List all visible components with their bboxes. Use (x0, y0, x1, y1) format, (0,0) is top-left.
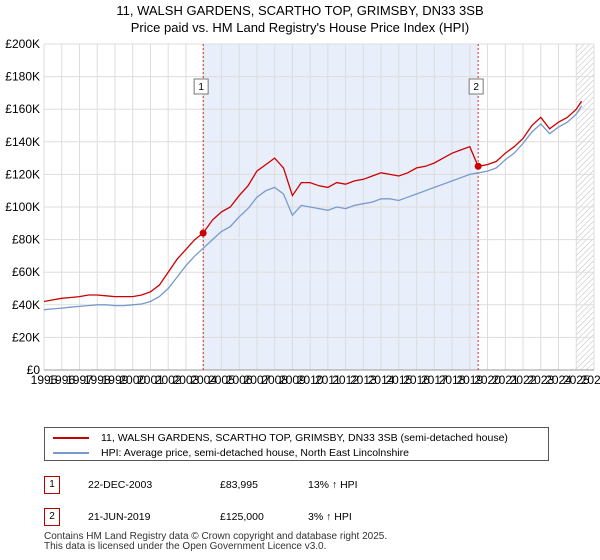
x-tick-label: 2012 (332, 373, 359, 387)
y-tick-label: £180K (5, 70, 40, 84)
y-tick-label: £40K (12, 298, 40, 312)
x-tick-label: 2002 (155, 373, 182, 387)
sale-2-marker: 2 (468, 78, 484, 95)
y-tick-label: £60K (12, 265, 40, 279)
chart-title-line-2: Price paid vs. HM Land Registry's House … (130, 20, 470, 35)
x-tick-label: 2008 (261, 373, 288, 387)
sale-2-point (474, 162, 482, 170)
property-series-line (43, 100, 583, 303)
x-tick-label: 2010 (297, 373, 324, 387)
sale-1-marker-label: 1 (198, 82, 204, 93)
x-tick-label: 2018 (439, 373, 466, 387)
footer-licence: This data is licensed under the Open Gov… (44, 541, 327, 552)
legend-item-property: 11, WALSH GARDENS, SCARTHO TOP, GRIMSBY,… (53, 430, 508, 445)
sale-number-badge: 2 (44, 508, 60, 526)
sale-2-marker-label: 2 (473, 82, 479, 93)
x-tick-label: 1996 (48, 373, 75, 387)
sale-row: 1 22-DEC-2003 £83,995 13% ↑ HPI (44, 476, 564, 500)
x-tick-label: 2005 (208, 373, 235, 387)
footer-copyright: Contains HM Land Registry data © Crown c… (44, 531, 388, 542)
x-tick-label: 1997 (66, 373, 93, 387)
sale-1-point (199, 229, 207, 237)
legend-item-hpi: HPI: Average price, semi-detached house,… (53, 445, 409, 460)
x-tick-label: 2015 (385, 373, 412, 387)
sale-number-badge: 1 (44, 476, 60, 494)
y-tick-label: £160K (5, 102, 40, 116)
sale-price: £83,995 (220, 479, 258, 491)
y-tick-label: £140K (5, 135, 40, 149)
legend-label-property: 11, WALSH GARDENS, SCARTHO TOP, GRIMSBY,… (101, 431, 508, 444)
x-tick-label: 2017 (421, 373, 448, 387)
y-tick-label: £200K (5, 37, 40, 51)
x-tick-label: 2003 (173, 373, 200, 387)
legend-swatch-property (53, 436, 89, 439)
x-tick-label: 2000 (119, 373, 146, 387)
x-tick-label: 2013 (350, 373, 377, 387)
x-tick-label: 2009 (279, 373, 306, 387)
x-tick-label: 2021 (492, 373, 519, 387)
sale-hpi-diff: 3% ↑ HPI (308, 511, 352, 523)
x-tick-label: 2001 (137, 373, 164, 387)
y-tick-label: £20K (12, 330, 40, 344)
hpi-series-line (43, 105, 583, 311)
sale-date: 22-DEC-2003 (88, 479, 153, 491)
x-tick-label: 1999 (102, 373, 129, 387)
footer: Contains HM Land Registry data © Crown c… (44, 532, 584, 552)
x-tick-label: 2004 (190, 373, 217, 387)
sale-row: 2 21-JUN-2019 £125,000 3% ↑ HPI (44, 508, 564, 532)
y-axis-labels: £0 £20K £40K £60K £80K £100K £120K £140K £160K £1… (5, 37, 40, 377)
x-tick-label: 2025 (563, 373, 590, 387)
x-tick-label: 2019 (456, 373, 483, 387)
x-tick-label: 2006 (226, 373, 253, 387)
price-chart: 1 2 £0 £20K £40K £60K £80K £100K £120K £140K £16… (5, 37, 600, 387)
x-tick-label: 2014 (368, 373, 395, 387)
sale-1-marker: 1 (193, 78, 209, 95)
x-tick-label: 2011 (315, 373, 341, 387)
x-tick-label: 2020 (474, 373, 501, 387)
x-tick-label: 2016 (403, 373, 430, 387)
x-tick-label: 2007 (244, 373, 271, 387)
legend-label-hpi: HPI: Average price, semi-detached house,… (101, 446, 409, 459)
y-tick-label: £0 (27, 363, 41, 377)
sale-date: 21-JUN-2019 (88, 511, 151, 523)
x-tick-label: 2024 (545, 373, 572, 387)
gridlines (43, 43, 595, 371)
sales-table: 1 22-DEC-2003 £83,995 13% ↑ HPI 2 21-JUN… (44, 476, 564, 540)
chart-title: 11, WALSH GARDENS, SCARTHO TOP, GRIMSBY,… (0, 2, 600, 36)
x-tick-label: 1998 (84, 373, 111, 387)
legend-swatch-hpi (53, 451, 89, 454)
x-tick-label: 2026 (581, 373, 600, 387)
y-tick-label: £80K (12, 233, 40, 247)
legend: 11, WALSH GARDENS, SCARTHO TOP, GRIMSBY,… (44, 427, 549, 461)
x-tick-label: 2022 (510, 373, 537, 387)
y-tick-label: £100K (5, 200, 40, 214)
x-axis-labels: 1995199619971998199920002001200220032004… (31, 373, 600, 387)
x-tick-label: 2023 (527, 373, 554, 387)
sale-hpi-diff: 13% ↑ HPI (308, 479, 358, 491)
y-tick-label: £120K (5, 167, 40, 181)
x-tick-label: 1995 (31, 373, 58, 387)
chart-title-line-1: 11, WALSH GARDENS, SCARTHO TOP, GRIMSBY,… (116, 3, 484, 18)
sale-price: £125,000 (220, 511, 264, 523)
